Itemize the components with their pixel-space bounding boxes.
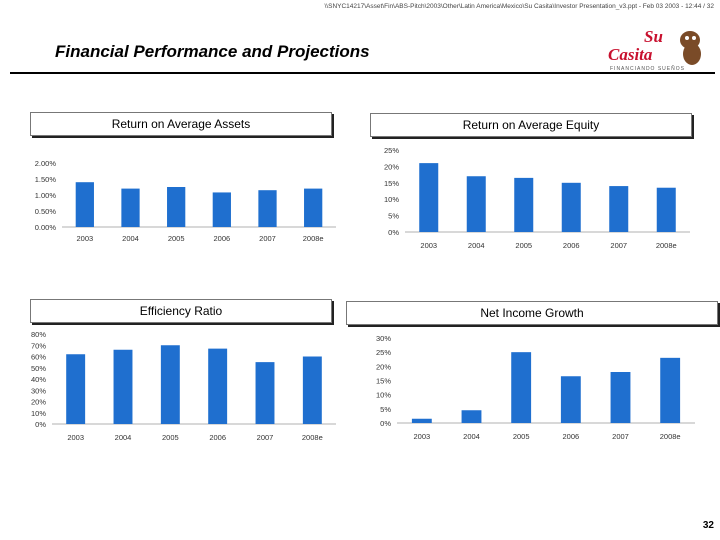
chart-title-roaa: Return on Average Assets: [30, 112, 332, 136]
y-tick-label: 1.00%: [35, 191, 57, 200]
y-tick-label: 40%: [31, 375, 46, 384]
x-tick-label: 2003: [67, 433, 84, 442]
x-tick-label: 2005: [162, 433, 179, 442]
bar: [561, 182, 581, 232]
chart-title-efficiency: Efficiency Ratio: [30, 299, 332, 323]
bar: [167, 187, 186, 227]
x-tick-label: 2005: [168, 234, 185, 243]
x-tick-label: 2008e: [660, 432, 681, 441]
chart-roaa: 0.00% 0.50% 1.00% 1.50% 2.00% 2003 2004 2005 200…: [35, 159, 336, 243]
x-tick-label: 2003: [413, 432, 430, 441]
y-tick-label: 20%: [31, 398, 46, 407]
mascot-body-icon: [683, 43, 701, 65]
y-tick-label: 10%: [384, 195, 399, 204]
x-tick-label: 2004: [463, 432, 480, 441]
x-tick-label: 2005: [515, 241, 532, 250]
y-tick-label: 15%: [376, 377, 391, 386]
y-tick-label: 60%: [31, 353, 46, 362]
bar: [560, 376, 581, 423]
y-tick-label: 0.50%: [35, 207, 57, 216]
y-tick-label: 0%: [388, 228, 399, 237]
bar: [160, 345, 180, 424]
y-tick-label: 20%: [376, 362, 391, 371]
x-tick-label: 2007: [257, 433, 274, 442]
x-tick-label: 2003: [420, 241, 437, 250]
x-tick-label: 2008e: [302, 433, 323, 442]
x-tick-label: 2004: [468, 241, 485, 250]
y-tick-label: 70%: [31, 341, 46, 350]
y-tick-label: 10%: [376, 391, 391, 400]
bar: [656, 187, 676, 232]
file-path: \\SNYC14217\Asset\Fin\ABS-Pitch\2003\Oth…: [324, 3, 715, 10]
bar: [75, 182, 94, 227]
chart-roae: 0% 5% 10% 15% 20% 25% 2003 2004 2005 2006 2007 2008…: [384, 146, 690, 250]
y-tick-label: 80%: [31, 330, 46, 339]
y-tick-label: 10%: [31, 409, 46, 418]
bar: [610, 372, 631, 423]
y-tick-label: 50%: [31, 364, 46, 373]
bar: [609, 186, 629, 232]
x-tick-label: 2007: [259, 234, 276, 243]
y-tick-label: 0.00%: [35, 223, 57, 232]
bar: [255, 362, 275, 424]
chart-net-income: 0% 5% 10% 15% 20% 25% 30% 2003 2004 2005 2006 2007 2…: [376, 334, 695, 441]
x-tick-label: 2006: [563, 241, 580, 250]
bar: [258, 190, 277, 227]
bar: [419, 163, 439, 232]
logo-text-su: Su: [644, 27, 663, 46]
bar: [511, 352, 532, 423]
x-tick-label: 2006: [209, 433, 226, 442]
y-tick-label: 1.50%: [35, 175, 57, 184]
bar: [660, 357, 681, 423]
x-tick-label: 2003: [76, 234, 93, 243]
bar: [304, 188, 323, 227]
x-tick-label: 2004: [122, 234, 139, 243]
y-tick-label: 0%: [35, 420, 46, 429]
chart-title-roae: Return on Average Equity: [370, 113, 692, 137]
x-tick-label: 2006: [562, 432, 579, 441]
x-tick-label: 2006: [213, 234, 230, 243]
x-tick-label: 2005: [513, 432, 530, 441]
y-tick-label: 25%: [376, 348, 391, 357]
x-tick-label: 2008e: [656, 241, 677, 250]
x-tick-label: 2007: [612, 432, 629, 441]
x-tick-label: 2004: [115, 433, 132, 442]
title-divider: [10, 72, 715, 74]
y-tick-label: 5%: [388, 212, 399, 221]
y-tick-label: 30%: [376, 334, 391, 343]
bar: [461, 410, 482, 423]
page-title: Financial Performance and Projections: [55, 42, 370, 61]
y-tick-label: 5%: [380, 405, 391, 414]
y-tick-label: 0%: [380, 419, 391, 428]
y-tick-label: 20%: [384, 162, 399, 171]
x-tick-label: 2008e: [303, 234, 324, 243]
bar: [212, 192, 231, 227]
bar: [208, 348, 228, 424]
logo-tagline: FINANCIANDO SUEÑOS: [610, 65, 685, 72]
bar: [411, 418, 432, 423]
page-number: 32: [702, 520, 714, 531]
bar: [514, 177, 534, 232]
su-casita-logo: Su Casita FINANCIANDO SUEÑOS: [608, 27, 701, 72]
y-tick-label: 30%: [31, 386, 46, 395]
x-tick-label: 2007: [610, 241, 627, 250]
bar: [113, 349, 133, 424]
y-tick-label: 2.00%: [35, 159, 57, 168]
bar: [466, 176, 486, 232]
bar: [302, 356, 322, 424]
y-tick-label: 15%: [384, 179, 399, 188]
bar: [121, 188, 140, 227]
y-tick-label: 25%: [384, 146, 399, 155]
bar: [66, 354, 86, 424]
logo-text-casita: Casita: [608, 45, 653, 64]
chart-title-net-income: Net Income Growth: [346, 301, 718, 325]
chart-efficiency: 0% 10% 20% 30% 40% 50% 60% 70% 80% 2003 2004 2005 20…: [31, 330, 336, 442]
